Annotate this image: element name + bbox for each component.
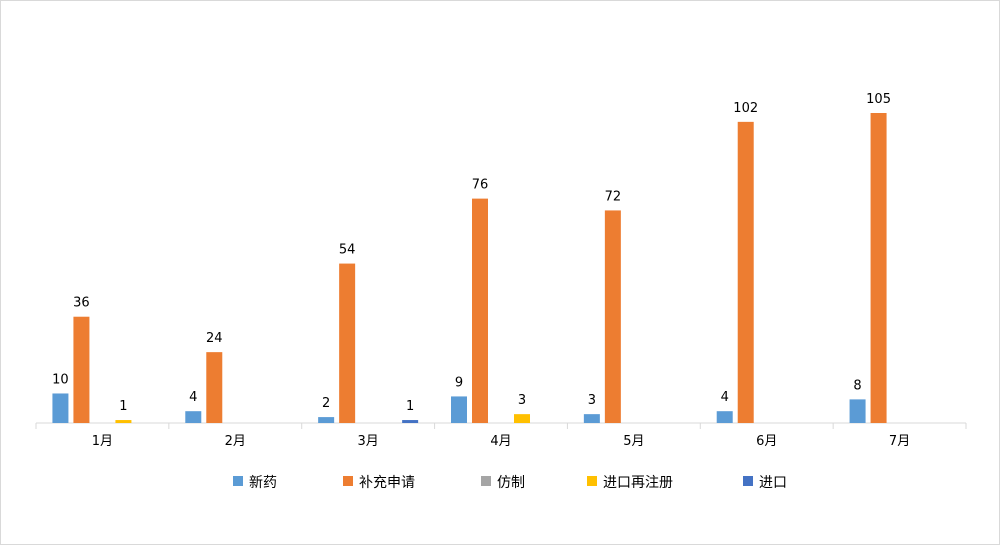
bar-补充申请-5月	[604, 210, 621, 423]
data-label-新药-5月: 3	[588, 393, 596, 408]
bar-新药-4月	[451, 396, 467, 423]
bar-补充申请-4月	[472, 198, 488, 423]
data-label-新药-4月: 9	[455, 375, 463, 390]
x-tick-label-2月: 2月	[225, 434, 246, 449]
legend-label-仿制: 仿制	[497, 475, 525, 491]
data-label-补充申请-1月: 36	[73, 296, 90, 311]
data-label-补充申请-2月: 24	[206, 331, 223, 346]
data-label-新药-7月: 8	[853, 378, 861, 393]
bar-新药-2月	[185, 411, 202, 423]
legend-swatch-进口再注册	[587, 476, 597, 486]
data-label-新药-1月: 10	[52, 372, 69, 387]
data-label-补充申请-5月: 72	[605, 189, 622, 204]
bar-补充申请-6月	[737, 121, 754, 423]
data-label-进口-3月: 1	[406, 399, 414, 414]
data-label-新药-2月: 4	[189, 390, 197, 405]
legend-label-新药: 新药	[249, 475, 277, 491]
bar-补充申请-1月	[73, 316, 90, 423]
x-tick-label-5月: 5月	[623, 434, 644, 449]
bar-进口再注册-1月	[115, 420, 132, 423]
bar-进口再注册-4月	[514, 414, 530, 423]
x-tick-label-4月: 4月	[490, 434, 511, 449]
legend-swatch-进口	[743, 476, 753, 486]
bar-新药-5月	[583, 414, 600, 423]
x-tick-label-7月: 7月	[889, 434, 910, 449]
data-label-进口再注册-1月: 1	[119, 399, 127, 414]
x-tick-label-6月: 6月	[756, 434, 777, 449]
bar-补充申请-3月	[339, 263, 356, 423]
data-label-补充申请-7月: 105	[866, 92, 891, 107]
legend-swatch-新药	[233, 476, 243, 486]
bar-进口-3月	[402, 420, 419, 423]
legend-label-进口: 进口	[759, 475, 787, 491]
data-label-新药-6月: 4	[721, 390, 729, 405]
data-label-补充申请-6月: 102	[733, 101, 758, 116]
bar-新药-3月	[318, 417, 335, 423]
data-label-新药-3月: 2	[322, 396, 330, 411]
bar-补充申请-7月	[870, 113, 887, 423]
data-label-补充申请-4月: 76	[472, 178, 489, 193]
bar-新药-1月	[52, 393, 69, 423]
data-label-进口再注册-4月: 3	[518, 393, 526, 408]
bar-补充申请-2月	[206, 352, 223, 423]
x-tick-label-3月: 3月	[358, 434, 379, 449]
bar-新药-7月	[849, 399, 866, 423]
data-label-补充申请-3月: 54	[339, 243, 356, 258]
bar-新药-6月	[716, 411, 733, 423]
legend-swatch-仿制	[481, 476, 491, 486]
legend-label-进口再注册: 进口再注册	[603, 475, 673, 491]
legend-label-补充申请: 补充申请	[359, 475, 415, 491]
legend-swatch-补充申请	[343, 476, 353, 486]
x-tick-label-1月: 1月	[92, 434, 113, 449]
